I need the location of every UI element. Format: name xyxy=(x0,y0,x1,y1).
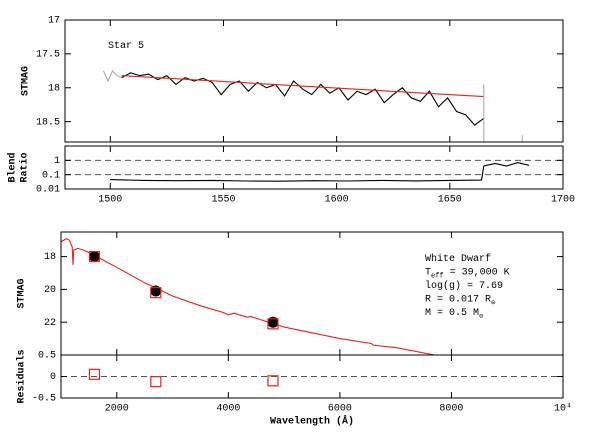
plot-area xyxy=(102,69,523,142)
y-tick-label: 20 xyxy=(44,285,56,296)
plot-area xyxy=(61,368,563,388)
panel-frame xyxy=(64,19,564,143)
data-point xyxy=(88,251,100,263)
y-tick-label: 18 xyxy=(44,252,56,263)
model-point xyxy=(150,376,162,388)
annotation: R = 0.017 R⊙ xyxy=(425,294,495,307)
x-tick-label: 8000 xyxy=(439,404,463,415)
annotation: White Dwarf xyxy=(425,253,491,265)
data-line xyxy=(121,75,484,98)
y-tick-label: 0 xyxy=(50,372,56,383)
y-tick-label: 0.01 xyxy=(36,185,60,196)
y-tick-label: 17 xyxy=(48,16,60,27)
model-point xyxy=(267,318,279,330)
model-point xyxy=(267,375,279,387)
annotation-part: White Dwarf xyxy=(425,253,491,265)
x-axis-label: Wavelength (Å) xyxy=(270,415,354,428)
x-tick-label: 1650 xyxy=(438,195,462,206)
y-tick-label: -0.5 xyxy=(32,394,56,405)
annotation-part: Star 5 xyxy=(108,41,144,52)
y-tick-label: 0.5 xyxy=(38,351,56,362)
y-axis-label: Residuals xyxy=(16,349,28,403)
x-tick-label: 1500 xyxy=(98,195,122,206)
model-point xyxy=(88,368,101,380)
y-tick-label: 22 xyxy=(44,318,56,329)
model-point xyxy=(150,287,162,299)
x-tick-label: 10⁴ xyxy=(554,403,572,415)
annotation: Star 5 xyxy=(108,41,144,52)
annotation-part: = 39,000 K xyxy=(444,267,510,278)
annotation-part: M = 0.5 M xyxy=(425,308,479,319)
y-axis-label: Blend xyxy=(7,152,19,182)
data-line xyxy=(61,237,435,355)
y-axis-label: STMAG xyxy=(17,278,28,308)
x-tick-label: 6000 xyxy=(328,404,352,415)
data-line xyxy=(110,162,530,182)
y-tick-label: 1 xyxy=(54,156,60,167)
annotation-part: R = 0.017 R xyxy=(425,294,491,305)
x-tick-label: 1550 xyxy=(211,195,235,206)
y-axis-label: Ratio xyxy=(19,152,31,182)
plot-area xyxy=(65,159,563,182)
data-point xyxy=(150,285,162,297)
annotation-sub: ⊙ xyxy=(491,299,495,307)
y-tick-label: 18 xyxy=(48,83,60,94)
data-line xyxy=(121,72,485,126)
y-tick-label: 18.5 xyxy=(36,117,60,128)
annotation: M = 0.5 M⊙ xyxy=(425,308,483,321)
annotation-part: T xyxy=(425,267,431,278)
x-tick-label: 4000 xyxy=(216,404,240,415)
plot-area xyxy=(61,237,435,355)
y-axis-label: STMAG xyxy=(21,66,32,96)
y-tick-label: 0.1 xyxy=(42,170,60,181)
data-point xyxy=(267,316,279,328)
x-tick-label: 2000 xyxy=(105,404,129,415)
panel-frame xyxy=(64,145,564,190)
data-line xyxy=(102,69,122,83)
annotation: Teff = 39,000 K xyxy=(425,267,510,280)
annotation-part: log(g) = 7.69 xyxy=(425,280,503,292)
x-tick-label: 1700 xyxy=(551,195,575,206)
annotation-sub: eff xyxy=(431,272,444,280)
annotation-sub: ⊙ xyxy=(479,313,483,321)
x-tick-label: 1600 xyxy=(325,195,349,206)
annotation: log(g) = 7.69 xyxy=(425,280,503,292)
y-tick-label: 17.5 xyxy=(36,50,60,61)
model-point xyxy=(88,251,101,263)
